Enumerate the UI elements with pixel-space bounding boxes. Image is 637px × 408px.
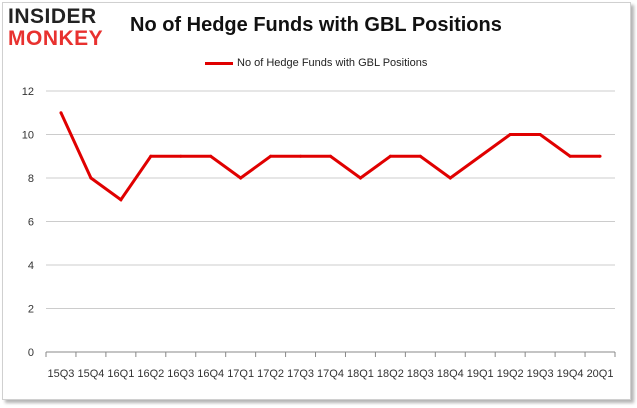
data-point <box>508 133 512 136</box>
data-point <box>119 198 123 202</box>
y-tick-label: 8 <box>28 173 34 185</box>
data-point <box>209 154 213 158</box>
x-tick-label: 20Q1 <box>587 368 614 380</box>
data-point <box>448 176 452 180</box>
x-tick-label: 17Q3 <box>287 368 314 380</box>
x-tick-label: 18Q1 <box>347 368 374 380</box>
chart-title: No of Hedge Funds with GBL Positions <box>130 14 502 36</box>
data-point <box>299 154 303 158</box>
chart-legend: No of Hedge Funds with GBL Positions <box>205 57 427 69</box>
legend-swatch <box>205 61 233 65</box>
x-tick-label: 17Q1 <box>227 368 254 380</box>
y-tick-label: 12 <box>22 86 34 98</box>
data-point <box>239 176 243 180</box>
y-tick-label: 6 <box>28 217 34 229</box>
data-point <box>418 154 422 158</box>
x-tick-label: 18Q4 <box>437 368 464 380</box>
data-point <box>538 133 542 136</box>
y-tick-label: 0 <box>28 347 34 359</box>
data-point <box>568 154 572 158</box>
data-point <box>59 111 63 115</box>
logo-line-2: MONKEY <box>8 27 104 50</box>
x-tick-label: 16Q2 <box>137 368 164 380</box>
data-point <box>478 154 482 158</box>
x-tick-label: 16Q3 <box>167 368 194 380</box>
data-point <box>329 154 332 158</box>
x-tick-label: 15Q4 <box>77 368 104 380</box>
insider-monkey-logo: INSIDER MONKEY <box>8 6 103 50</box>
data-point <box>269 154 273 158</box>
legend-label: No of Hedge Funds with GBL Positions <box>237 57 428 69</box>
y-tick-label: 2 <box>28 304 34 316</box>
y-tick-label: 10 <box>22 130 34 142</box>
x-tick-label: 16Q4 <box>197 368 224 380</box>
x-tick-label: 19Q4 <box>557 368 584 380</box>
data-point <box>358 176 362 180</box>
data-point <box>388 154 392 158</box>
data-point <box>89 176 93 180</box>
x-tick-label: 15Q3 <box>48 368 75 380</box>
x-tick-label: 19Q1 <box>467 368 494 380</box>
x-tick-label: 19Q3 <box>527 368 554 380</box>
x-tick-label: 17Q2 <box>257 368 284 380</box>
x-tick-label: 18Q3 <box>407 368 434 380</box>
data-point <box>179 154 183 158</box>
logo-line-1: INSIDER <box>8 5 97 28</box>
y-tick-label: 4 <box>28 260 34 272</box>
x-tick-label: 17Q4 <box>317 368 344 380</box>
x-tick-label: 18Q2 <box>377 368 404 380</box>
data-point <box>149 154 153 158</box>
x-tick-label: 19Q2 <box>497 368 524 380</box>
chart-frame <box>2 2 631 400</box>
x-tick-label: 16Q1 <box>107 368 134 380</box>
data-point <box>598 154 602 158</box>
